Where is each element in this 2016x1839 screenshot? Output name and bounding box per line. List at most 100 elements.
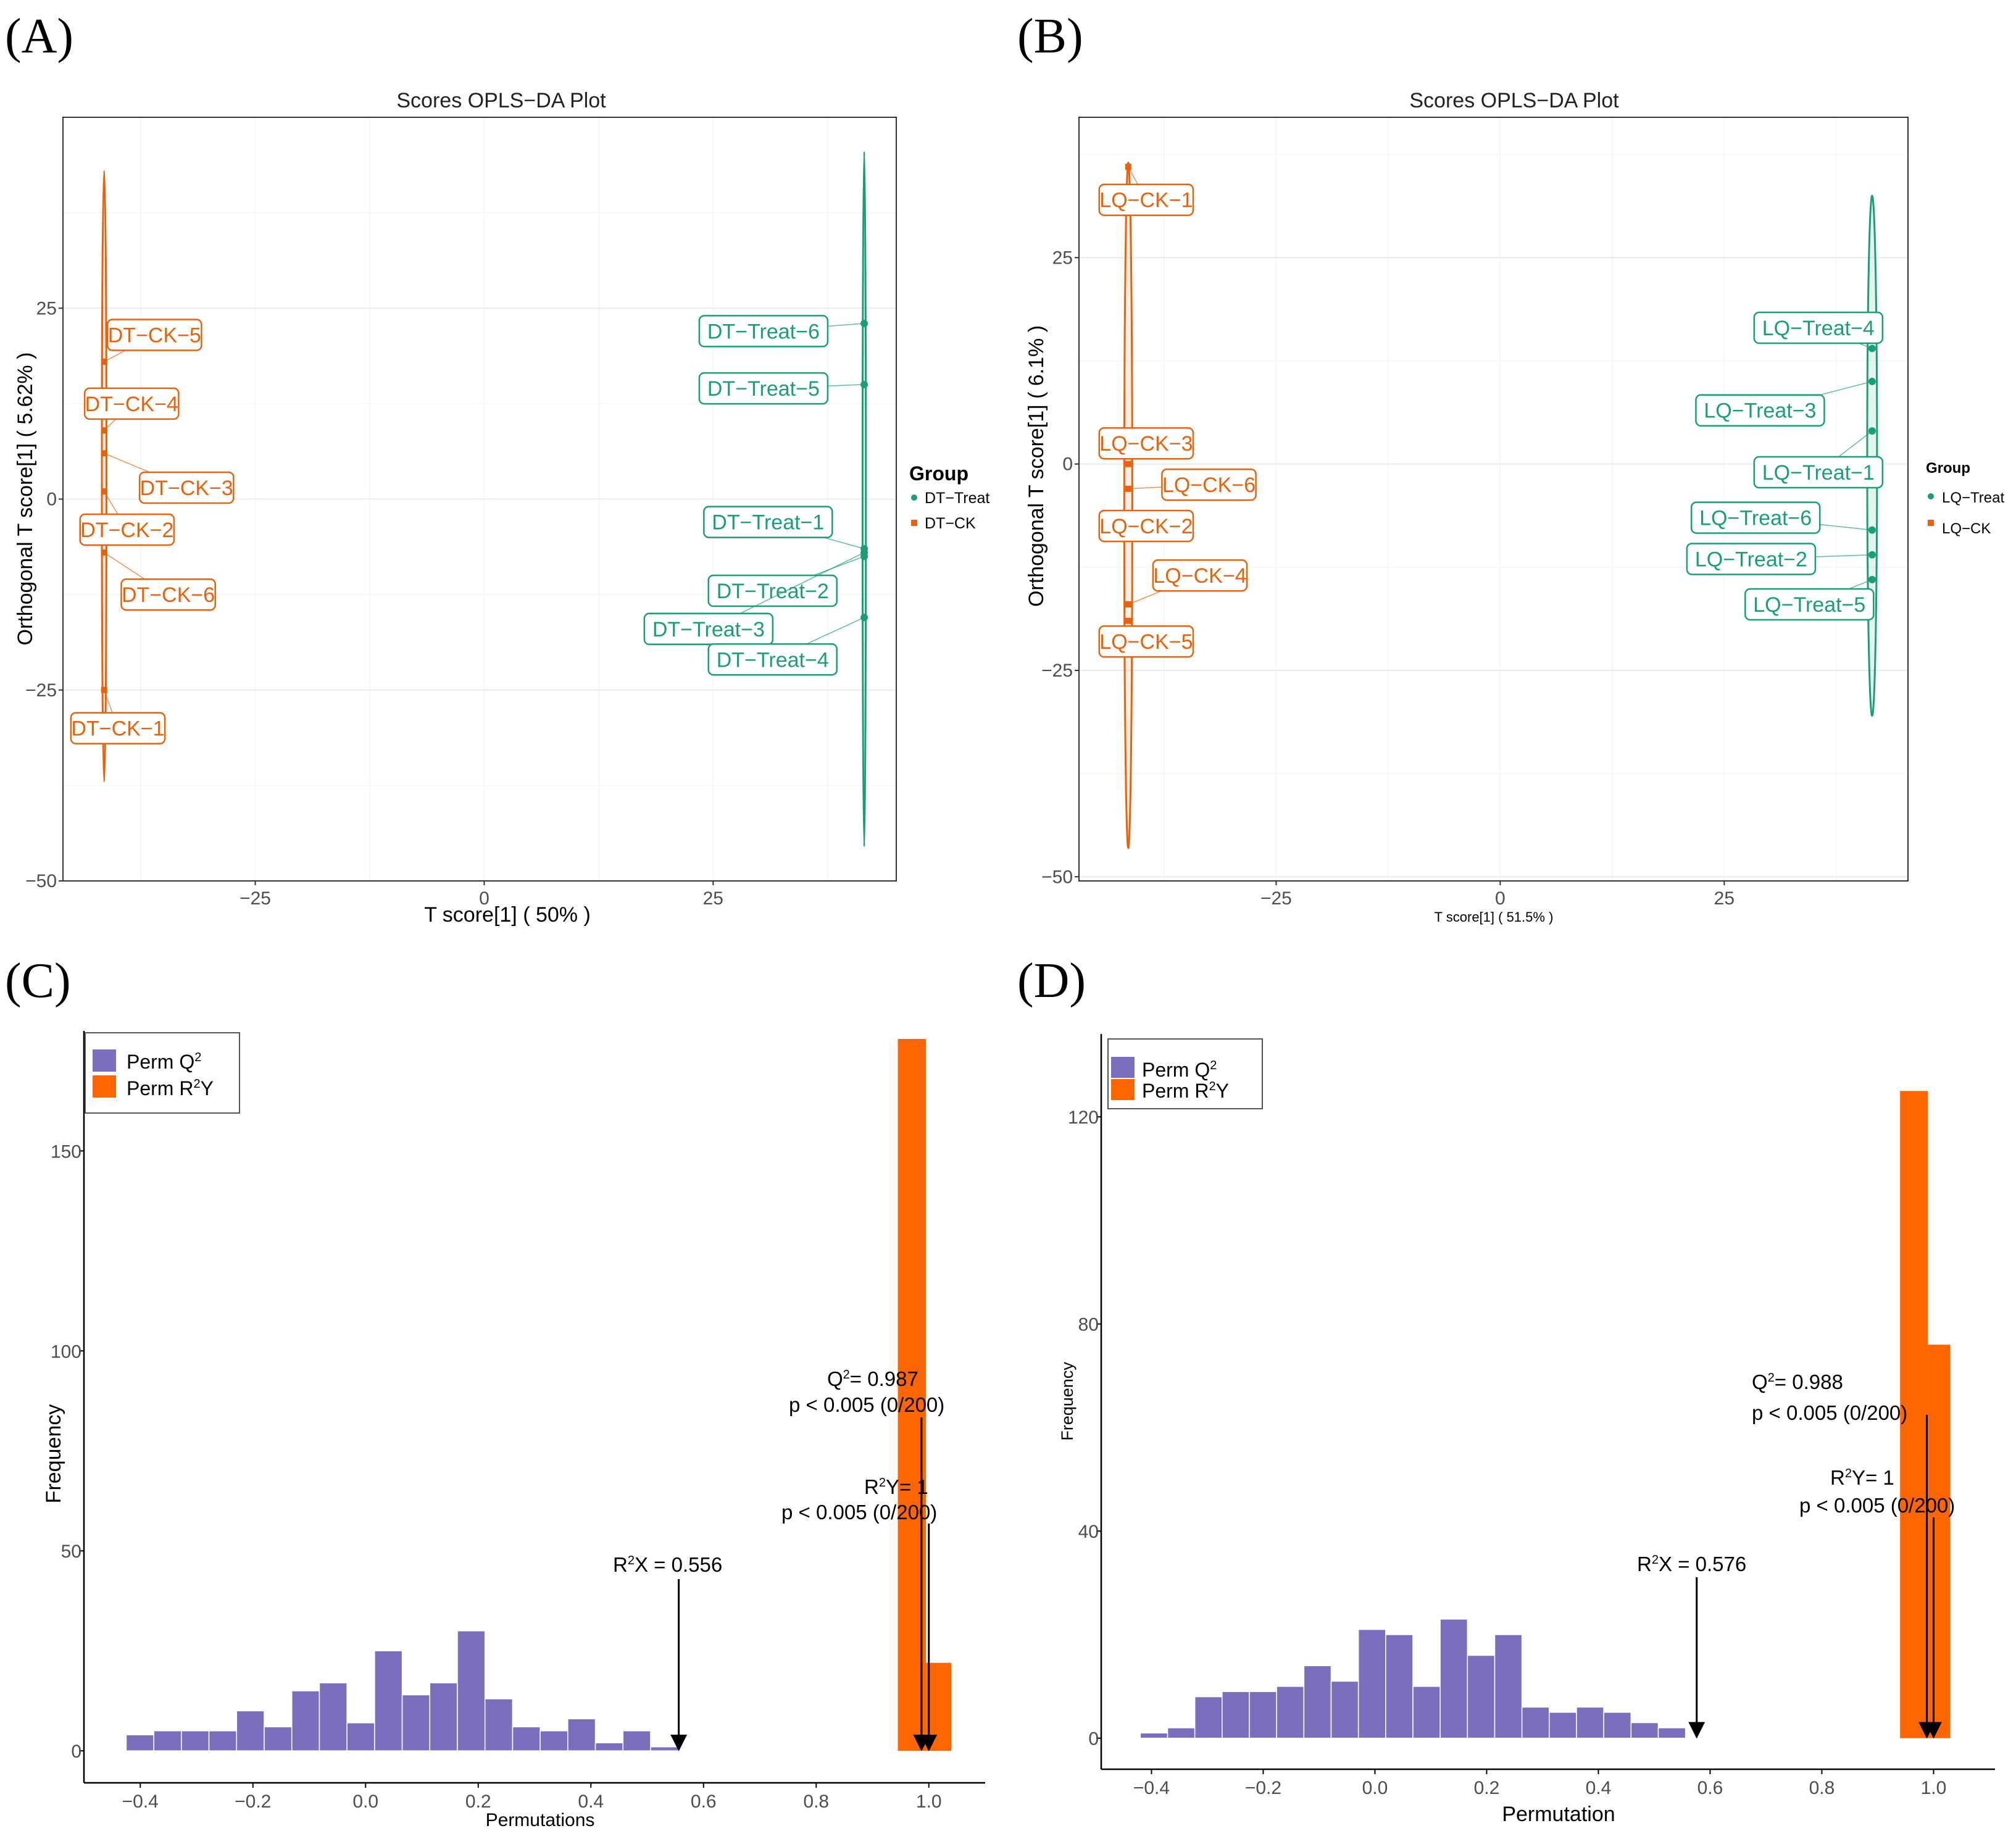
chart-c-q2-pvalue: p < 0.005 (0/200) [789,1393,944,1416]
chart-c-y-tick-label-1: 50 [61,1541,81,1562]
chart-c-x-tick-label-3: 0.2 [465,1791,491,1812]
chart-a-label-box-dt-ck-6 [120,578,216,611]
chart-c-y-tick-label-0: 0 [71,1741,81,1762]
chart-a-legend-treat-label: DT−Treat [925,490,989,507]
chart-b-label-box-lq-treat-6 [1690,501,1821,534]
chart-b-label-box-lq-treat-5 [1744,588,1875,621]
chart-a-label-box-dt-treat-5 [698,372,829,405]
chart-a-x-axis-label: T score[1] ( 50% ) [424,903,591,927]
chart-c-q2-bar-18 [622,1730,651,1751]
chart-b-point-lq-ck-5 [1125,617,1131,624]
chart-b-legend-ck-marker [1928,520,1934,526]
chart-c-x-ticks: −0.4 −0.2 0.0 0.2 0.4 0.6 0.8 1.0 [122,1783,942,1812]
chart-d-r2x-value: X = 0.576 [1659,1553,1746,1575]
chart-b-label-box-lq-ck-2 [1098,509,1194,543]
chart-c-q2-annotation: Q2= 0.987 [827,1367,918,1390]
chart-a-label-box-dt-ck-1 [70,712,166,744]
chart-d-x-tick-label-5: 0.6 [1697,1778,1723,1798]
chart-c-q2-bar-19 [650,1746,679,1751]
chart-b-label-lq-treat-5: LQ−Treat−5 [1753,593,1865,617]
chart-b-point-lq-treat-2 [1868,551,1876,559]
chart-a-point-dt-treat-3 [860,549,868,557]
chart-c-y-tick-label-2: 100 [51,1341,81,1362]
chart-a-legend: Group DT−Treat DT−CK [909,462,989,532]
chart-a-points: DT−CK−5 DT−CK−4 DT−CK−3 DT−CK−2 DT−CK−6 DT−CK… [70,315,868,744]
chart-b-point-lq-treat-1 [1868,427,1876,435]
chart-b-label-box-lq-ck-5 [1098,625,1194,658]
chart-d-legend-r2y-text: Perm R [1142,1080,1209,1102]
chart-b-label-box-lq-ck-6 [1161,468,1257,501]
chart-b-label-lq-ck-3: LQ−CK−3 [1099,432,1193,456]
chart-d-q2-bar-16 [1576,1706,1604,1739]
chart-d-r2y-value: = 1 [1865,1466,1894,1489]
chart-c-q2-bar-12 [457,1630,486,1751]
chart-a-point-dt-ck-6 [101,549,107,556]
chart-d-bars [1139,1091,1951,1739]
chart-b-legend-treat-label: LQ−Treat [1942,490,2004,506]
chart-d-legend-r2y-swatch [1111,1079,1135,1100]
chart-c-q2-bar-9 [374,1650,403,1751]
chart-d-q2-bar-5 [1276,1686,1305,1739]
chart-c-x-tick-label-7: 1.0 [916,1791,942,1812]
chart-b-label-lq-treat-6: LQ−Treat−6 [1699,507,1812,530]
chart-c-q2-bar-0 [125,1734,154,1751]
chart-d-q2-bar-19 [1657,1727,1686,1739]
chart-b-label-lq-ck-4: LQ−CK−4 [1153,564,1246,588]
chart-b-x-tick-label-2: 25 [1714,888,1735,909]
chart-b-x-tick-label-1: 0 [1495,888,1506,909]
chart-b-opls-da-scores: Scores OPLS−DA Plot LQ−CK−1 LQ−CK−3 LQ−CK−… [1025,89,2004,925]
chart-c-x-tick-label-2: 0.0 [352,1791,378,1812]
chart-c-annotations: Q2= 0.987 p < 0.005 (0/200) R2Y= 1 p < 0… [613,1367,944,1576]
chart-b-ellipse-ck [1123,162,1133,849]
chart-b-title: Scores OPLS−DA Plot [1409,89,1619,112]
chart-d-r2y-bar-main [1900,1091,1928,1738]
chart-b-label-lq-ck-5: LQ−CK−5 [1099,630,1193,654]
chart-d-q2-value: = 0.988 [1775,1370,1843,1393]
chart-c-x-tick-label-5: 0.6 [691,1791,717,1812]
chart-a-y-tick-label-1: −25 [25,680,57,701]
chart-b-label-box-lq-treat-4 [1753,311,1884,344]
chart-d-y-tick-label-1: 40 [1078,1522,1099,1542]
chart-c-q2-bar-2 [181,1730,210,1751]
chart-b-label-lq-ck-1: LQ−CK−1 [1099,189,1193,212]
chart-d-x-tick-label-3: 0.2 [1474,1778,1500,1798]
chart-d-legend-r2y-label: Perm R2Y [1142,1080,1229,1102]
chart-b-x-tick-label-0: −25 [1260,888,1292,909]
chart-c-q2-bar-4 [236,1710,265,1751]
chart-c-x-tick-label-0: −0.4 [122,1791,159,1812]
panel-letter-d: (D) [1017,954,1086,1008]
chart-b-label-box-lq-ck-3 [1098,427,1194,460]
chart-a-label-dt-ck-5: DT−CK−5 [108,324,201,348]
chart-a-label-dt-ck-1: DT−CK−1 [71,717,164,741]
chart-a-label-dt-ck-3: DT−CK−3 [140,477,233,500]
chart-b-label-lq-treat-3: LQ−Treat−3 [1704,399,1816,423]
chart-a-point-dt-ck-3 [101,450,107,457]
chart-d-markers [1688,1415,1942,1739]
chart-a-y-tick-label-3: 25 [36,298,57,319]
chart-b-label-lq-treat-2: LQ−Treat−2 [1695,548,1807,571]
chart-d-y-ticks: 0 40 80 120 [1068,1107,1101,1749]
chart-d-q2-bar-0 [1139,1732,1168,1739]
chart-b-label-box-lq-treat-3 [1695,394,1825,427]
chart-d-q2-bar-11 [1439,1619,1468,1739]
chart-b-label-box-lq-ck-1 [1098,183,1194,216]
chart-d-x-tick-label-7: 1.0 [1921,1778,1947,1798]
chart-a-x-ticks: −25 0 25 [240,881,723,909]
chart-c-r2x-annotation: R2X = 0.556 [613,1553,722,1576]
chart-d-y-tick-label-3: 120 [1068,1107,1099,1128]
panel-letter-b: (B) [1017,9,1083,64]
chart-d-x-tick-label-4: 0.4 [1586,1778,1612,1798]
chart-c-q2-bar-16 [567,1718,596,1751]
chart-d-r2x-annotation: R2X = 0.576 [1637,1553,1746,1575]
chart-a-point-dt-treat-4 [860,614,868,622]
chart-c-x-tick-label-4: 0.4 [578,1791,604,1812]
chart-b-label-box-lq-treat-2 [1686,543,1817,575]
chart-c-q2-bar-10 [401,1694,431,1751]
chart-d-permutation-histogram: 0 40 80 120 −0.4 −0.2 0.0 0.2 0.4 0.6 0.8 1.0 Perm… [1058,1034,1995,1826]
chart-d-y-axis-label: Frequency [1058,1362,1077,1441]
chart-c-legend-q2-text: Perm Q [127,1051,194,1073]
chart-a-legend-title: Group [909,462,968,485]
chart-c-q2-prefix: Q [827,1367,843,1390]
chart-a-legend-treat-marker [911,494,917,501]
chart-a-label-box-dt-ck-3 [138,471,235,504]
